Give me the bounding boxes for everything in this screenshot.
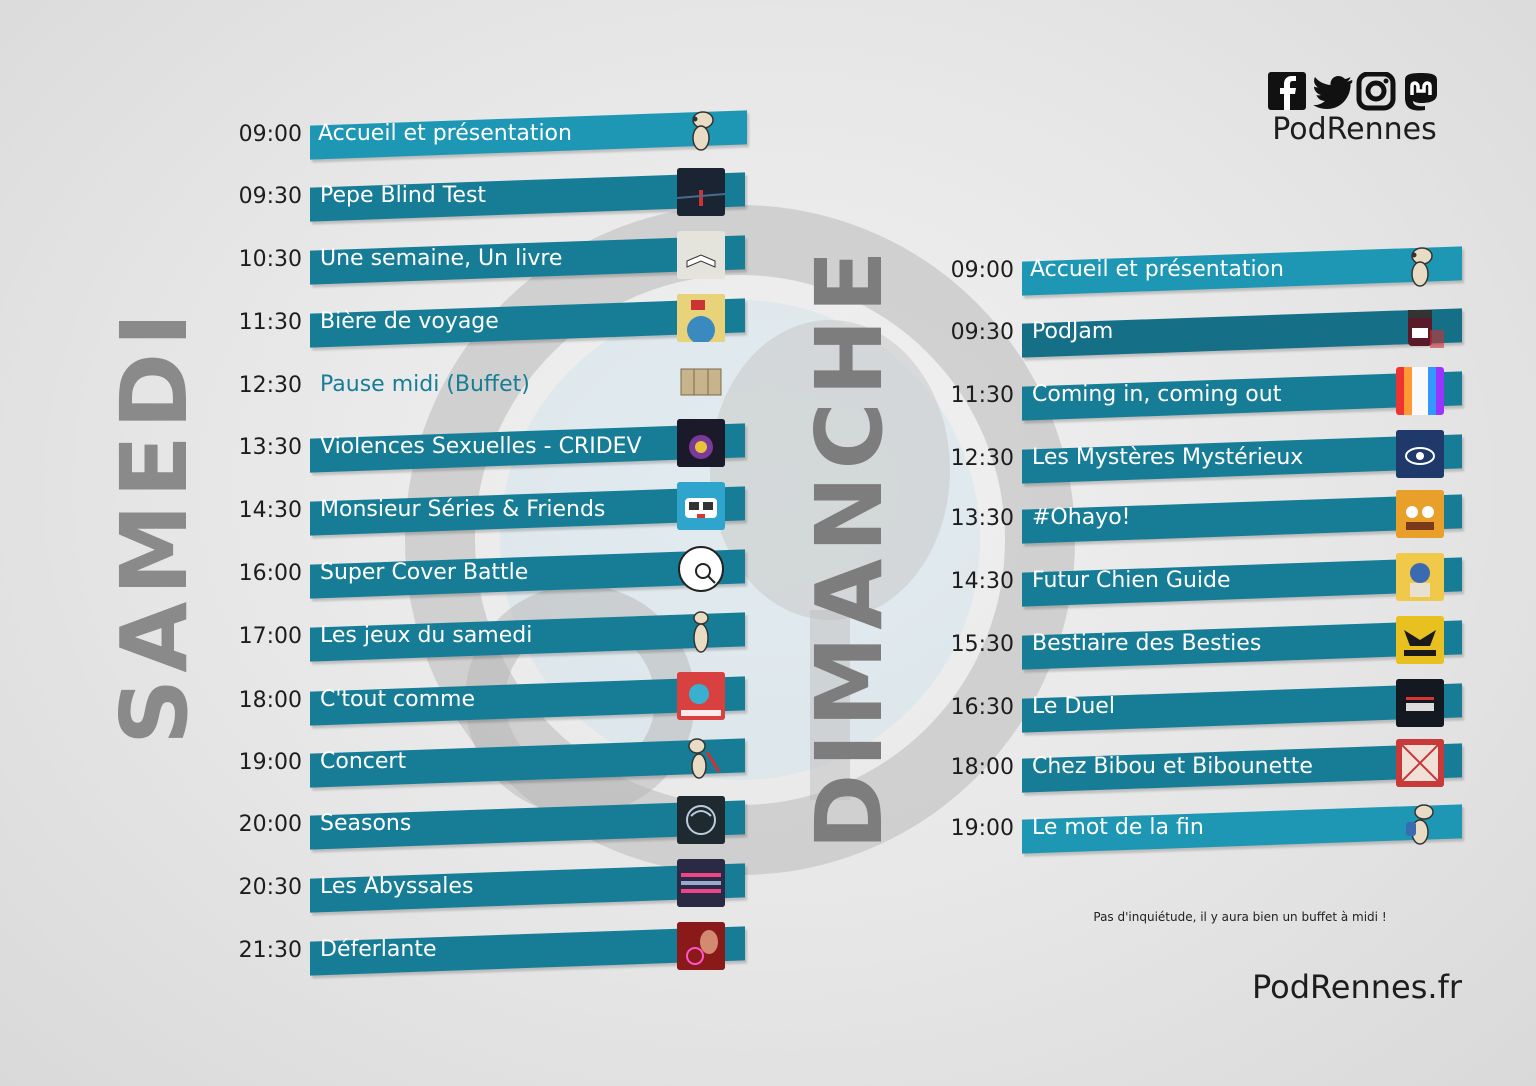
podcast-cover-icon	[677, 922, 725, 970]
podcast-cover-icon	[677, 419, 725, 467]
session-title: Accueil et présentation	[318, 121, 572, 146]
podcast-cover-icon	[1396, 430, 1444, 478]
session-title: Pause midi (Buffet)	[320, 372, 530, 397]
mascot-icon	[677, 608, 725, 656]
session-title: Une semaine, Un livre	[320, 246, 563, 271]
instagram-icon[interactable]	[1356, 72, 1396, 111]
social-icons	[1268, 72, 1437, 111]
podcast-cover-icon	[677, 672, 725, 720]
time-label: 11:30	[950, 383, 1014, 408]
session-title: Les Mystères Mystérieux	[1032, 445, 1304, 470]
time-label: 14:30	[238, 498, 302, 523]
time-label: 09:30	[950, 320, 1014, 345]
session-title: C'tout comme	[320, 687, 476, 712]
podcast-cover-icon	[1396, 679, 1444, 727]
podcast-cover-icon	[677, 482, 725, 530]
session-title: Super Cover Battle	[320, 560, 529, 585]
twitter-icon[interactable]	[1313, 76, 1353, 109]
time-label: 09:30	[238, 184, 302, 209]
mascot-icon	[1396, 242, 1444, 290]
podcast-cover-icon	[1396, 553, 1444, 601]
mascot-icon	[677, 734, 725, 782]
time-label: 11:30	[238, 310, 302, 335]
book-cover-icon	[677, 231, 725, 279]
session-title: Le mot de la fin	[1032, 815, 1204, 840]
mascot-icon	[1396, 800, 1444, 848]
time-label: 17:00	[238, 624, 302, 649]
time-label: 09:00	[238, 122, 302, 147]
time-label: 12:30	[950, 446, 1014, 471]
jam-jar-icon	[1396, 304, 1444, 352]
session-title: PodJam	[1032, 319, 1114, 344]
time-label: 21:30	[238, 938, 302, 963]
time-label: 18:00	[238, 688, 302, 713]
brand-handle: PodRennes	[1272, 112, 1437, 147]
podcast-cover-icon	[677, 859, 725, 907]
time-label: 20:30	[238, 875, 302, 900]
session-title: Chez Bibou et Bibounette	[1032, 754, 1313, 779]
time-label: 10:30	[238, 247, 302, 272]
podcast-cover-icon	[1396, 490, 1444, 538]
session-title: Coming in, coming out	[1032, 382, 1282, 407]
mascot-icon	[677, 106, 725, 154]
time-label: 19:00	[238, 750, 302, 775]
dimanche-title: DIMANCHE	[796, 244, 903, 850]
session-title: #Ohayo!	[1032, 505, 1131, 530]
session-title: Concert	[320, 749, 407, 774]
session-title: Seasons	[320, 811, 412, 836]
session-title: Monsieur Séries & Friends	[320, 497, 606, 522]
podcast-cover-icon	[677, 168, 725, 216]
buffet-note: Pas d'inquiétude, il y aura bien un buff…	[1093, 910, 1387, 924]
podcast-cover-icon	[677, 545, 725, 593]
time-label: 19:00	[950, 816, 1014, 841]
buffet-icon	[677, 357, 725, 405]
podcast-cover-icon	[1396, 739, 1444, 787]
session-title: Futur Chien Guide	[1032, 568, 1231, 593]
session-title: Les jeux du samedi	[320, 623, 533, 648]
session-title: Violences Sexuelles - CRIDEV	[320, 434, 642, 459]
session-title: Bière de voyage	[320, 309, 499, 334]
website-link[interactable]: PodRennes.fr	[1251, 968, 1462, 1006]
time-label: 20:00	[238, 812, 302, 837]
time-label: 16:30	[950, 695, 1014, 720]
session-title: Pepe Blind Test	[320, 183, 487, 208]
session-title: Accueil et présentation	[1030, 257, 1284, 282]
time-label: 09:00	[950, 258, 1014, 283]
podcast-cover-icon	[677, 294, 725, 342]
podcast-cover-icon	[1396, 367, 1444, 415]
time-label: 14:30	[950, 569, 1014, 594]
time-label: 12:30	[238, 373, 302, 398]
time-label: 18:00	[950, 755, 1014, 780]
session-title: Bestiaire des Besties	[1032, 631, 1262, 656]
podcast-cover-icon	[1396, 616, 1444, 664]
session-title: Déferlante	[320, 937, 437, 962]
samedi-title: SAMEDI	[101, 306, 208, 745]
time-label: 13:30	[238, 435, 302, 460]
session-title: Les Abyssales	[320, 874, 474, 899]
facebook-icon[interactable]	[1268, 72, 1306, 110]
time-label: 16:00	[238, 561, 302, 586]
time-label: 15:30	[950, 632, 1014, 657]
time-label: 13:30	[950, 506, 1014, 531]
session-title: Le Duel	[1032, 694, 1115, 719]
podcast-cover-icon	[677, 796, 725, 844]
mastodon-icon[interactable]	[1405, 73, 1437, 111]
